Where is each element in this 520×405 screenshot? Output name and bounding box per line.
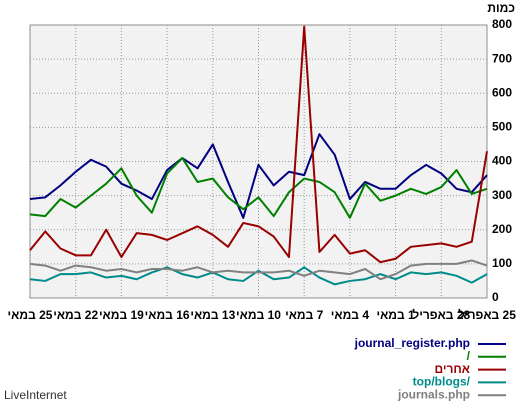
x-tick-label: 22 במאי	[53, 308, 98, 322]
x-tick-label: 25 באפריל	[458, 308, 516, 322]
y-tick-label: 400	[492, 154, 512, 168]
y-tick-label: 200	[492, 222, 512, 236]
y-tick-label: 500	[492, 120, 512, 134]
y-tick-label: 800	[492, 17, 512, 31]
legend-label: top/blogs/	[413, 375, 471, 389]
y-tick-label: 0	[492, 290, 499, 304]
series-line	[29, 157, 488, 219]
x-tick-label: 1 במאי	[376, 308, 415, 322]
series-line	[29, 133, 488, 219]
x-tick-label: 7 במאי	[285, 308, 324, 322]
series-line	[29, 266, 488, 286]
brand: LiveInternet	[4, 388, 67, 402]
x-tick-label: 28 באפריל	[412, 308, 470, 322]
x-tick-label: 10 במאי	[236, 308, 281, 322]
legend-label: journals.php	[397, 387, 470, 401]
x-tick-label: 16 במאי	[145, 308, 190, 322]
x-tick-label: 25 במאי	[8, 308, 53, 322]
series-line	[29, 25, 488, 264]
y-tick-label: 300	[492, 188, 512, 202]
x-tick-label: 4 במאי	[331, 308, 370, 322]
y-tick-label: 100	[492, 256, 512, 270]
y-tick-label: 600	[492, 85, 512, 99]
legend-label: /	[467, 349, 471, 363]
y-axis-label: כמות	[487, 1, 515, 15]
x-tick-label: 19 במאי	[99, 308, 144, 322]
series-line	[29, 259, 488, 281]
legend-label: אחרים	[434, 362, 470, 376]
y-tick-label: 700	[492, 51, 512, 65]
legend-label: journal_register.php	[354, 336, 470, 350]
x-tick-label: 13 במאי	[190, 308, 235, 322]
